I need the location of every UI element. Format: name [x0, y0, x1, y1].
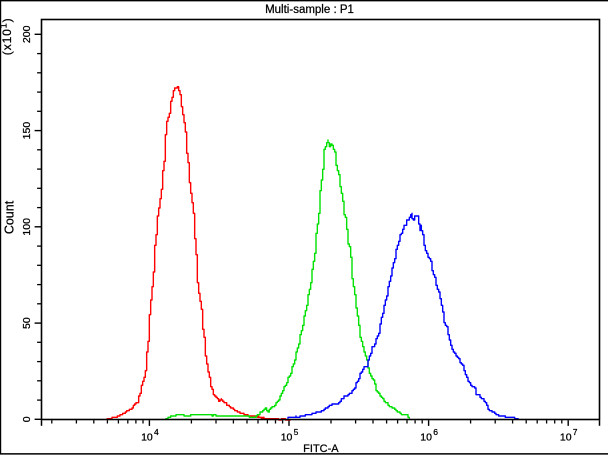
svg-text:FITC-A: FITC-A — [303, 443, 339, 455]
svg-text:50: 50 — [21, 317, 33, 329]
svg-text:10: 10 — [141, 431, 153, 443]
svg-text:10: 10 — [420, 431, 432, 443]
svg-text:10: 10 — [281, 431, 293, 443]
svg-text:7: 7 — [573, 427, 578, 437]
svg-text:Multi-sample : P1: Multi-sample : P1 — [265, 4, 354, 16]
svg-text:(x101): (x101) — [0, 17, 14, 55]
svg-text:0: 0 — [21, 416, 33, 422]
svg-text:4: 4 — [154, 427, 159, 437]
svg-text:150: 150 — [21, 122, 33, 140]
svg-text:200: 200 — [21, 25, 33, 43]
svg-text:10: 10 — [560, 431, 572, 443]
svg-text:5: 5 — [294, 427, 299, 437]
svg-text:6: 6 — [433, 427, 438, 437]
svg-text:Count: Count — [3, 200, 17, 234]
svg-text:100: 100 — [21, 218, 33, 236]
